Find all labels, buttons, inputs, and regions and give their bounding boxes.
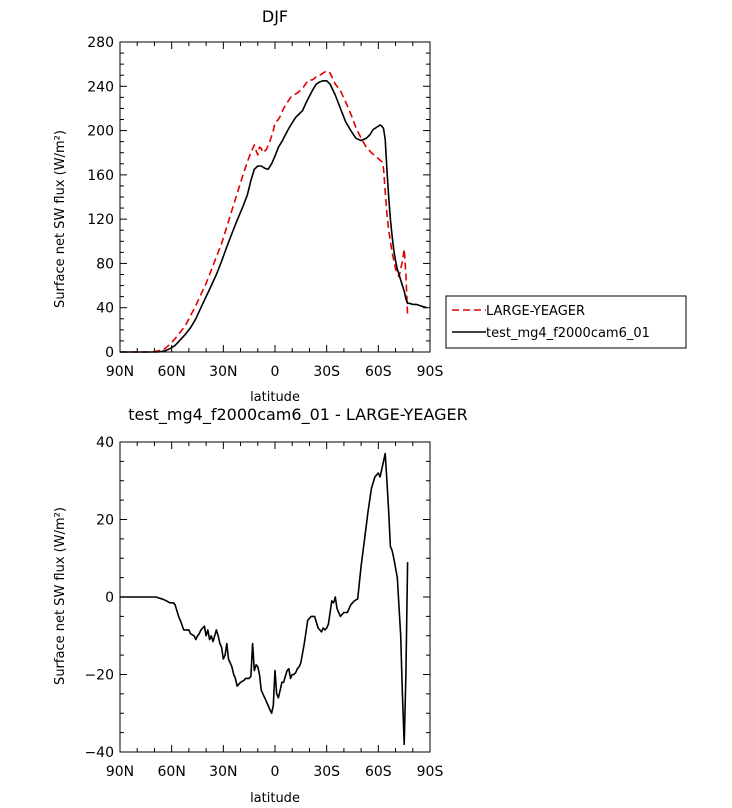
bottom-panel-title: test_mg4_f2000cam6_01 - LARGE-YEAGER: [128, 405, 468, 425]
x-tick-label: 30S: [313, 764, 340, 780]
x-tick-label: 60S: [365, 364, 392, 380]
bottom-panel-y-axis-label: Surface net SW flux (W/m²): [53, 507, 68, 685]
x-tick-label: 60S: [365, 764, 392, 780]
x-tick-label: 90S: [417, 764, 444, 780]
x-tick-label: 60N: [158, 364, 186, 380]
y-tick-label: −40: [84, 745, 114, 761]
x-tick-label: 90N: [106, 764, 134, 780]
x-tick-label: 30S: [313, 364, 340, 380]
bottom-panel: test_mg4_f2000cam6_01 - LARGE-YEAGER 90N…: [53, 405, 468, 806]
y-tick-label: 20: [96, 513, 114, 529]
y-tick-label: 280: [87, 35, 114, 51]
top-panel-legend: LARGE-YEAGER test_mg4_f2000cam6_01: [445, 295, 687, 349]
bottom-panel-x-axis-label: latitude: [250, 791, 300, 806]
y-tick-label: 120: [87, 212, 114, 228]
plot-frame: [119, 441, 431, 753]
x-tick-label: 30N: [209, 764, 237, 780]
x-tick-label: 90S: [417, 364, 444, 380]
series-line-test-mg4-f2000cam6-01: [120, 80, 427, 353]
legend-entry-label: LARGE-YEAGER: [486, 304, 585, 319]
x-tick-label: 0: [271, 764, 280, 780]
y-tick-label: 160: [87, 168, 114, 184]
x-tick-label: 90N: [106, 364, 134, 380]
y-tick-label: 40: [96, 435, 114, 451]
x-tick-label: 30N: [209, 364, 237, 380]
top-panel-x-axis-label: latitude: [250, 390, 300, 405]
bottom-panel-axes: 90N 60N 30N 0 30S 60S 90S −40 −20 0 20 40: [84, 435, 443, 780]
bottom-panel-series: [120, 452, 409, 746]
y-tick-label: 200: [87, 124, 114, 140]
legend-entry-label: test_mg4_f2000cam6_01: [486, 326, 650, 341]
x-tick-label: 60N: [158, 764, 186, 780]
top-panel-y-axis-label: Surface net SW flux (W/m²): [53, 130, 68, 308]
series-line-large-yeager: [120, 70, 409, 353]
legend-box: [445, 295, 687, 349]
top-panel: DJF 90N 60N 30N 0 30S 60S 90S 0 40 80 120 160 200 240…: [53, 7, 687, 405]
y-tick-label: 0: [105, 345, 114, 361]
top-panel-axes: 90N 60N 30N 0 30S 60S 90S 0 40 80 120 160 200 240 280: [87, 35, 443, 380]
top-panel-title: DJF: [262, 7, 288, 26]
y-tick-label: 40: [96, 301, 114, 317]
y-tick-label: −20: [84, 668, 114, 684]
series-line-0: [120, 452, 409, 746]
top-panel-series: [120, 70, 427, 353]
y-tick-label: 80: [96, 256, 114, 272]
x-tick-label: 0: [271, 364, 280, 380]
y-tick-label: 240: [87, 79, 114, 95]
y-tick-label: 0: [105, 590, 114, 606]
plot-frame: [119, 41, 431, 353]
